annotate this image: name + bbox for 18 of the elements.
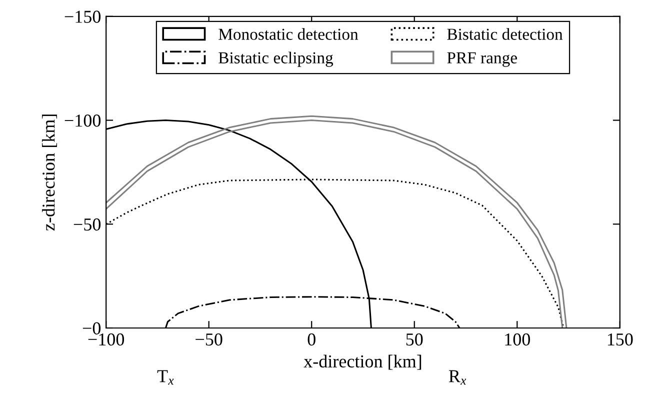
legend-label: Bistatic eclipsing — [218, 52, 334, 67]
x-tick-label: −100 — [88, 333, 124, 346]
y-tick-label: −150 — [64, 10, 101, 23]
y-tick-label: −100 — [64, 114, 101, 127]
x-tick-label: 100 — [505, 333, 530, 346]
legend-label: Bistatic detection — [447, 28, 563, 40]
legend-label: Monostatic detection — [218, 28, 358, 40]
x-tick-label: −50 — [196, 333, 222, 346]
y-axis-title: z-direction [km] — [42, 114, 57, 231]
y-tick-label: −50 — [74, 218, 101, 231]
x-tick-label: 0 — [308, 333, 316, 346]
x-tick-label: 50 — [406, 333, 423, 346]
y-tick-label: −0 — [82, 322, 101, 334]
annotation: T$_{x}$ — [157, 370, 174, 385]
legend-label: PRF range — [447, 52, 517, 67]
x-axis-title: x-direction [km] — [304, 354, 422, 370]
x-tick-label: 150 — [608, 333, 633, 346]
annotation: R$_{x}$ — [448, 370, 466, 385]
